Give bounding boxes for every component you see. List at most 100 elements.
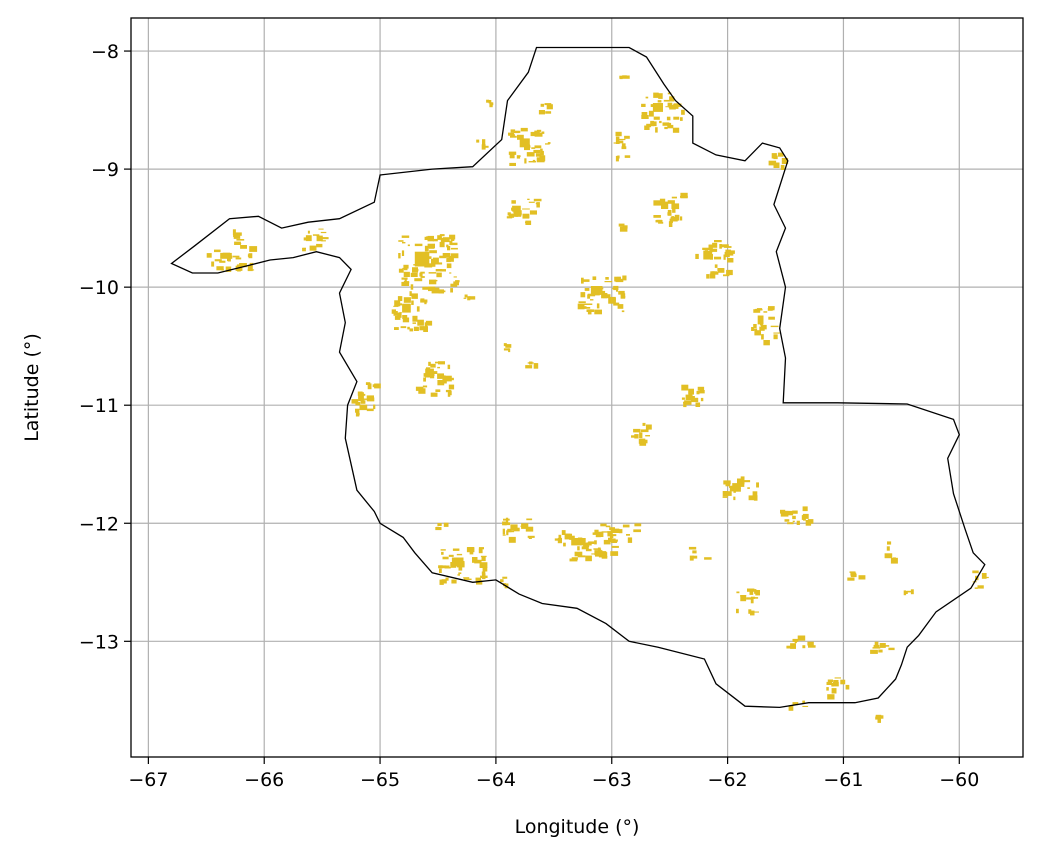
cropland-patch: [458, 572, 462, 574]
cropland-patch: [875, 715, 884, 719]
cropland-patch: [615, 278, 624, 283]
cropland-patch: [321, 240, 326, 242]
cropland-patch: [478, 548, 483, 554]
cropland-patch: [646, 123, 652, 128]
cropland-patch: [529, 361, 533, 365]
cropland-patch: [530, 131, 536, 137]
cropland-patch: [616, 287, 618, 292]
cropland-patch: [233, 233, 241, 239]
cropland-patch: [225, 266, 232, 272]
cropland-patch: [503, 343, 507, 347]
cropland-patch: [467, 296, 471, 301]
cropland-patch: [402, 315, 408, 320]
cropland-patch: [692, 550, 697, 554]
cropland-patch: [723, 274, 730, 277]
x-tick-label: −63: [592, 769, 632, 791]
cropland-patch: [512, 205, 521, 212]
cropland-patch: [619, 75, 623, 79]
cropland-patch: [525, 526, 534, 532]
cropland-patch: [750, 610, 755, 616]
cropland-patch: [680, 216, 683, 221]
cropland-patch: [763, 340, 770, 346]
cropland-patch: [617, 138, 626, 141]
cropland-patch: [232, 255, 240, 258]
cropland-patch: [645, 96, 649, 99]
cropland-patch: [232, 229, 236, 236]
cropland-patch: [777, 152, 784, 157]
cropland-patch: [444, 375, 452, 382]
cropland-patch: [784, 519, 790, 522]
cropland-patch: [360, 400, 366, 404]
cropland-patch: [621, 143, 626, 147]
cropland-patch: [756, 482, 759, 488]
cropland-patch: [482, 145, 489, 148]
cropland-patch: [605, 525, 611, 528]
cropland-patch: [432, 371, 438, 374]
cropland-patch: [411, 300, 414, 305]
cropland-patch: [691, 547, 695, 550]
cropland-patch: [738, 481, 745, 485]
cropland-patch: [667, 212, 670, 216]
cropland-patch: [435, 389, 441, 392]
cropland-patch: [249, 246, 258, 252]
cropland-patch: [437, 235, 442, 240]
cropland-patch: [481, 571, 486, 575]
cropland-patch: [615, 136, 620, 144]
cropland-patch: [214, 249, 221, 253]
cropland-patch: [593, 548, 599, 550]
cropland-patch: [435, 269, 443, 272]
cropland-patch: [457, 574, 460, 576]
cropland-patch: [724, 246, 732, 248]
cropland-patch: [569, 536, 572, 540]
cropland-patch: [719, 244, 722, 249]
cropland-patch: [780, 509, 786, 514]
cropland-patch: [725, 249, 731, 255]
cropland-patch: [529, 210, 537, 215]
cropland-patch: [792, 702, 799, 706]
cropland-patch: [220, 252, 232, 259]
cropland-patch: [577, 546, 580, 551]
cropland-patch: [420, 271, 425, 274]
cropland-patch: [557, 537, 562, 544]
cropland-patch: [440, 269, 446, 272]
cropland-patch: [587, 309, 592, 315]
cropland-patch: [667, 92, 672, 95]
cropland-patch: [581, 546, 589, 550]
cropland-patch: [302, 248, 306, 252]
cropland-patch: [653, 215, 661, 218]
cropland-patch: [763, 311, 768, 313]
cropland-patch: [578, 301, 586, 304]
cropland-patch: [725, 484, 731, 487]
cropland-patch: [429, 250, 437, 254]
cropland-patch: [414, 243, 423, 247]
cropland-patch: [463, 577, 470, 579]
cropland-patch: [592, 532, 598, 535]
cropland-patch: [761, 334, 764, 340]
cropland-patch: [826, 681, 832, 685]
cropland-patch: [416, 306, 420, 312]
cropland-patch: [312, 234, 320, 236]
y-tick-label: −8: [91, 41, 119, 63]
cropland-patch: [885, 645, 890, 647]
cropland-patch: [729, 487, 735, 492]
cropland-patch: [671, 196, 677, 199]
x-tick-label: −62: [708, 769, 748, 791]
cropland-patch: [672, 208, 676, 213]
cropland-patch: [533, 198, 542, 202]
cropland-patch: [712, 242, 718, 248]
cropland-patch: [394, 327, 399, 330]
cropland-patch: [482, 139, 486, 145]
cropland-patch: [680, 195, 688, 198]
cropland-patch: [605, 277, 609, 280]
cropland-patch: [534, 132, 543, 137]
cropland-patch: [401, 277, 408, 280]
cropland-patch: [418, 388, 426, 394]
cropland-patch: [788, 705, 794, 711]
cropland-patch: [602, 294, 611, 299]
cropland-patch: [355, 408, 360, 413]
cropland-patch: [430, 363, 436, 368]
cropland-patch: [423, 377, 426, 382]
cropland-patch: [714, 240, 722, 243]
cropland-patch: [600, 552, 608, 558]
cropland-patch: [680, 192, 688, 199]
